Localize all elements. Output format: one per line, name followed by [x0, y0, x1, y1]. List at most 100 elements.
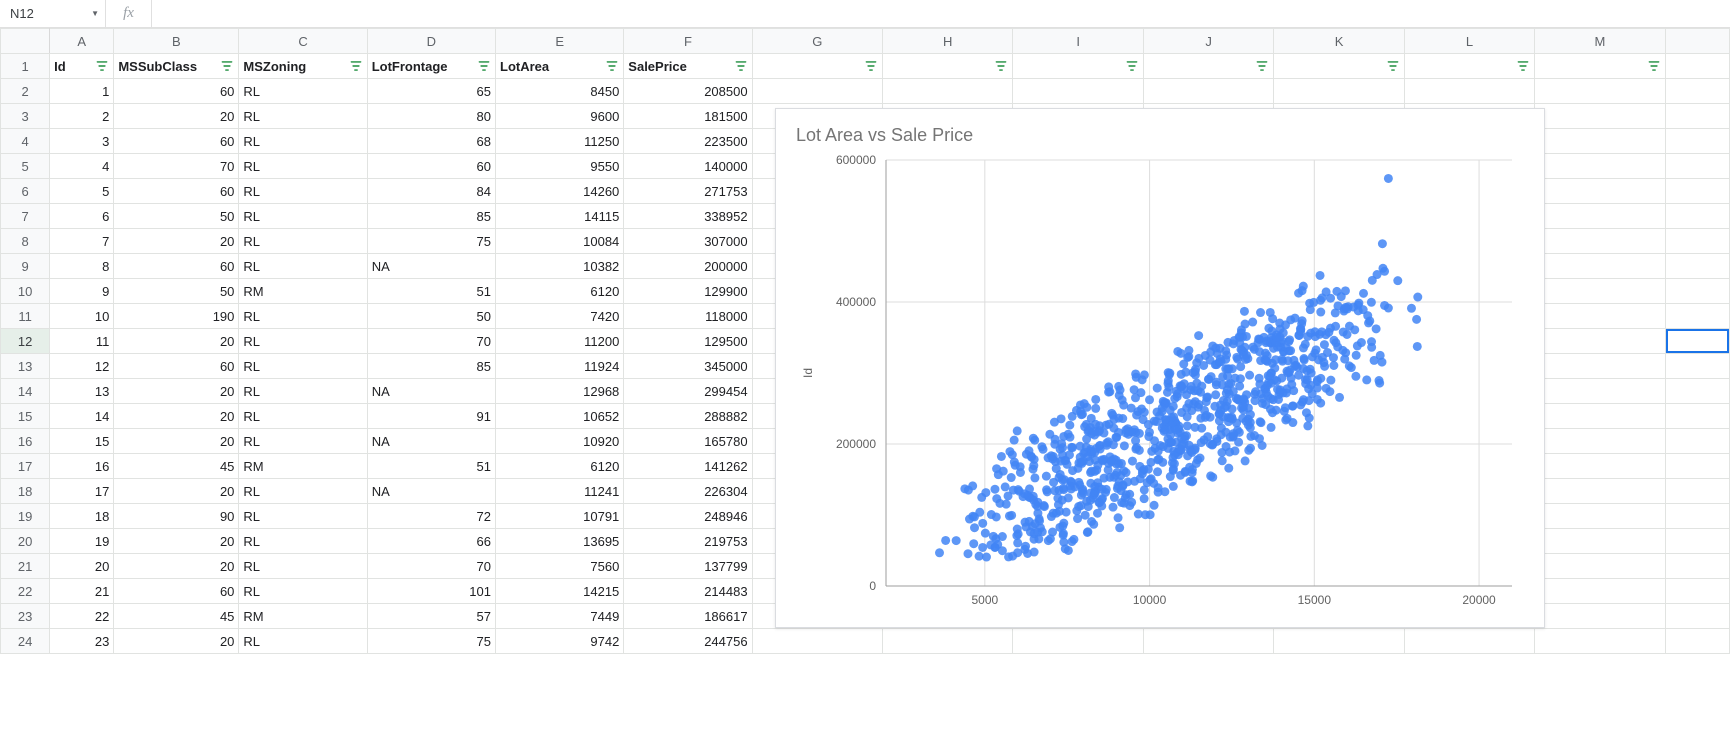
field-header-empty-H[interactable] — [883, 54, 1013, 79]
cell-M12[interactable] — [1535, 329, 1665, 354]
col-header-J[interactable]: J — [1143, 29, 1273, 54]
cell-C19[interactable]: RL — [239, 504, 367, 529]
cell-E21[interactable]: 7560 — [496, 554, 624, 579]
cell-E5[interactable]: 9550 — [496, 154, 624, 179]
cell-A13[interactable]: 12 — [50, 354, 114, 379]
cell-C9[interactable]: RL — [239, 254, 367, 279]
cell-L24[interactable] — [1404, 629, 1534, 654]
cell-A23[interactable]: 22 — [50, 604, 114, 629]
cell-N16[interactable] — [1665, 429, 1729, 454]
row-header-6[interactable]: 6 — [1, 179, 50, 204]
cell-N20[interactable] — [1665, 529, 1729, 554]
cell-M14[interactable] — [1535, 379, 1665, 404]
cell-E13[interactable]: 11924 — [496, 354, 624, 379]
filter-icon[interactable] — [734, 59, 748, 73]
cell-M17[interactable] — [1535, 454, 1665, 479]
cell-F9[interactable]: 200000 — [624, 254, 752, 279]
row-header-11[interactable]: 11 — [1, 304, 50, 329]
cell-A17[interactable]: 16 — [50, 454, 114, 479]
cell-N22[interactable] — [1665, 579, 1729, 604]
cell-C3[interactable]: RL — [239, 104, 367, 129]
cell-C17[interactable]: RM — [239, 454, 367, 479]
cell-D14[interactable]: NA — [367, 379, 495, 404]
cell-E11[interactable]: 7420 — [496, 304, 624, 329]
cell-F5[interactable]: 140000 — [624, 154, 752, 179]
cell-A16[interactable]: 15 — [50, 429, 114, 454]
cell-B4[interactable]: 60 — [114, 129, 239, 154]
cell-B19[interactable]: 90 — [114, 504, 239, 529]
cell-N9[interactable] — [1665, 254, 1729, 279]
cell-H2[interactable] — [883, 79, 1013, 104]
cell-M11[interactable] — [1535, 304, 1665, 329]
cell-N10[interactable] — [1665, 279, 1729, 304]
cell-J24[interactable] — [1143, 629, 1273, 654]
cell-N15[interactable] — [1665, 404, 1729, 429]
filter-icon[interactable] — [994, 59, 1008, 73]
cell-E19[interactable]: 10791 — [496, 504, 624, 529]
cell-A12[interactable]: 11 — [50, 329, 114, 354]
cell-B5[interactable]: 70 — [114, 154, 239, 179]
row-header-13[interactable]: 13 — [1, 354, 50, 379]
cell-D2[interactable]: 65 — [367, 79, 495, 104]
cell-D8[interactable]: 75 — [367, 229, 495, 254]
filter-icon[interactable] — [1125, 59, 1139, 73]
select-all-corner[interactable] — [1, 29, 50, 54]
row-header-4[interactable]: 4 — [1, 129, 50, 154]
field-header-empty-K[interactable] — [1274, 54, 1404, 79]
cell-C14[interactable]: RL — [239, 379, 367, 404]
cell-D15[interactable]: 91 — [367, 404, 495, 429]
cell-C10[interactable]: RM — [239, 279, 367, 304]
col-header-F[interactable]: F — [624, 29, 752, 54]
cell-B15[interactable]: 20 — [114, 404, 239, 429]
cell-B2[interactable]: 60 — [114, 79, 239, 104]
cell-B21[interactable]: 20 — [114, 554, 239, 579]
cell-M6[interactable] — [1535, 179, 1665, 204]
row-header-16[interactable]: 16 — [1, 429, 50, 454]
cell-N19[interactable] — [1665, 504, 1729, 529]
cell-A19[interactable]: 18 — [50, 504, 114, 529]
row-header-18[interactable]: 18 — [1, 479, 50, 504]
field-header-LotArea[interactable]: LotArea — [496, 54, 624, 79]
cell-B20[interactable]: 20 — [114, 529, 239, 554]
field-header-MSZoning[interactable]: MSZoning — [239, 54, 367, 79]
cell-M22[interactable] — [1535, 579, 1665, 604]
col-header-N[interactable] — [1665, 29, 1729, 54]
cell-E24[interactable]: 9742 — [496, 629, 624, 654]
cell-N13[interactable] — [1665, 354, 1729, 379]
row-header-24[interactable]: 24 — [1, 629, 50, 654]
cell-N12[interactable] — [1665, 329, 1729, 354]
cell-F23[interactable]: 186617 — [624, 604, 752, 629]
cell-N7[interactable] — [1665, 204, 1729, 229]
cell-D7[interactable]: 85 — [367, 204, 495, 229]
cell-A14[interactable]: 13 — [50, 379, 114, 404]
cell-F8[interactable]: 307000 — [624, 229, 752, 254]
cell-N6[interactable] — [1665, 179, 1729, 204]
cell-A24[interactable]: 23 — [50, 629, 114, 654]
cell-D12[interactable]: 70 — [367, 329, 495, 354]
row-header-2[interactable]: 2 — [1, 79, 50, 104]
cell-N11[interactable] — [1665, 304, 1729, 329]
cell-A4[interactable]: 3 — [50, 129, 114, 154]
cell-C23[interactable]: RM — [239, 604, 367, 629]
cell-C5[interactable]: RL — [239, 154, 367, 179]
cell-N1[interactable] — [1665, 54, 1729, 79]
cell-D3[interactable]: 80 — [367, 104, 495, 129]
cell-B11[interactable]: 190 — [114, 304, 239, 329]
cell-F22[interactable]: 214483 — [624, 579, 752, 604]
cell-C24[interactable]: RL — [239, 629, 367, 654]
cell-E23[interactable]: 7449 — [496, 604, 624, 629]
field-header-LotFrontage[interactable]: LotFrontage — [367, 54, 495, 79]
col-header-H[interactable]: H — [883, 29, 1013, 54]
cell-N8[interactable] — [1665, 229, 1729, 254]
cell-F11[interactable]: 118000 — [624, 304, 752, 329]
cell-M5[interactable] — [1535, 154, 1665, 179]
cell-C6[interactable]: RL — [239, 179, 367, 204]
chart-lot-area-vs-sale-price[interactable]: Lot Area vs Sale Price 02000004000006000… — [775, 108, 1545, 628]
cell-N14[interactable] — [1665, 379, 1729, 404]
cell-C7[interactable]: RL — [239, 204, 367, 229]
cell-F16[interactable]: 165780 — [624, 429, 752, 454]
cell-L2[interactable] — [1404, 79, 1534, 104]
cell-A11[interactable]: 10 — [50, 304, 114, 329]
field-header-empty-I[interactable] — [1013, 54, 1143, 79]
col-header-G[interactable]: G — [752, 29, 882, 54]
